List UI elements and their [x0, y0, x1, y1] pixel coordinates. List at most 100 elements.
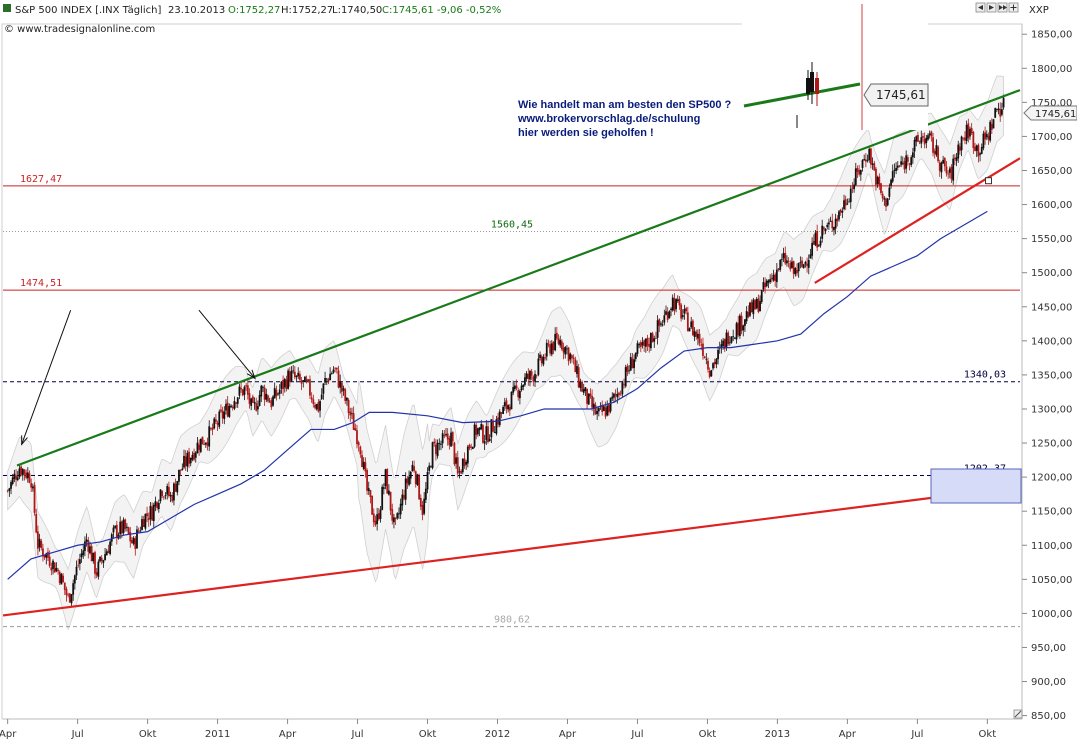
candle-body-340 [577, 367, 580, 388]
y-tick-label-17: 1000,00 [1031, 609, 1072, 620]
candle-body-243 [414, 471, 417, 485]
candle-body-22 [43, 554, 46, 558]
y-tick-label-12: 1250,00 [1031, 439, 1072, 450]
trendline-red-long [2, 485, 1021, 617]
candle-body-174 [298, 373, 301, 380]
candle-body-180 [309, 379, 311, 396]
candle-body-302 [513, 385, 516, 390]
candle-body-127 [220, 409, 222, 412]
candle-body-565 [955, 157, 958, 161]
candle-body-198 [339, 381, 342, 388]
pan-icon[interactable] [1008, 2, 1019, 13]
candle-body-519 [878, 176, 881, 186]
candle-body-405 [686, 312, 689, 332]
moving-average [7, 210, 988, 580]
candle-body-69 [122, 519, 125, 533]
candle-body-245 [418, 475, 421, 500]
candle-body-549 [928, 133, 931, 136]
candle-body-457 [774, 274, 777, 281]
candle-body-200 [342, 388, 345, 391]
candle-body-373 [633, 359, 635, 369]
candle-body-363 [616, 393, 619, 398]
candle-body-147 [253, 401, 256, 404]
chevron-double-right-icon[interactable] [997, 2, 1008, 13]
candle-body-437 [740, 315, 743, 332]
annotation-text: Wie handelt man am besten den SP500 ? ww… [517, 99, 732, 139]
chevron-left-icon[interactable] [975, 2, 986, 13]
x-tick-label-14: Okt [979, 729, 997, 740]
candle-body-493 [834, 218, 837, 229]
candle-body-414 [702, 343, 704, 356]
candle-body-110 [191, 454, 194, 460]
candle-body-296 [503, 402, 506, 407]
candle-body-70 [124, 519, 127, 529]
candle-body-224 [382, 487, 385, 489]
last-price-tag: 1745,61 [1023, 105, 1077, 121]
candle-body-555 [938, 162, 941, 171]
candle-body-181 [310, 397, 313, 400]
candle-body-589 [995, 109, 998, 110]
candle-body-95 [166, 486, 169, 495]
header-low: L:1740,50 [332, 5, 382, 16]
scroll-corner-icon[interactable] [1013, 709, 1023, 719]
x-tick-label-8: Apr [559, 729, 577, 740]
candle-body-149 [257, 406, 259, 410]
candle-body-536 [906, 157, 909, 162]
candle-body-189 [324, 378, 326, 383]
y-tick-label-18: 950,00 [1031, 643, 1066, 654]
candle-body-219 [374, 520, 377, 525]
candle-body-265 [451, 431, 454, 442]
candle-body-507 [858, 169, 861, 175]
candle-body-45 [82, 550, 85, 556]
candle-body-185 [317, 402, 320, 412]
annotation-line-2: www.brokervorschlag.de/schulung [517, 113, 700, 125]
candle-body-435 [737, 322, 740, 336]
candle-body-394 [668, 311, 671, 319]
candle-body-393 [666, 311, 669, 320]
x-tick-label-9: Jul [630, 729, 643, 740]
inset-candles [796, 62, 819, 128]
candle-body-108 [188, 451, 190, 464]
candle-body-439 [744, 319, 746, 326]
candle-body-366 [621, 382, 624, 395]
candle-body-54 [97, 561, 100, 577]
candle-body-365 [619, 394, 622, 396]
candle-body-344 [584, 387, 587, 391]
candle-body-231 [394, 517, 397, 520]
candle-body-478 [809, 254, 812, 259]
candle-body-182 [312, 399, 315, 404]
candle-body-432 [732, 336, 735, 337]
candle-body-569 [962, 137, 965, 139]
candle-body-46 [84, 541, 86, 551]
candle-body-162 [278, 389, 281, 394]
candle-body-145 [250, 398, 253, 406]
candle-body-521 [881, 193, 884, 199]
candle-body-370 [628, 370, 630, 372]
x-tick-label-7: 2012 [485, 729, 510, 740]
candle-body-526 [890, 179, 892, 186]
candle-body-412 [698, 333, 701, 344]
candle-body-165 [283, 379, 286, 388]
candle-body-111 [193, 452, 195, 460]
candle-body-179 [307, 379, 310, 381]
candle-body-107 [186, 452, 189, 467]
arrow-shaft-0 [21, 310, 72, 445]
y-tick-label-13: 1200,00 [1031, 473, 1072, 484]
candle-body-207 [354, 428, 357, 431]
candle-body-227 [388, 490, 390, 495]
candle-body-40 [73, 575, 76, 584]
candle-body-473 [801, 260, 803, 267]
candle-body-266 [453, 442, 456, 465]
candle-body-575 [972, 131, 975, 149]
candle-body-410 [695, 331, 698, 337]
candle-body-154 [265, 393, 268, 400]
header-high: H:1752,27 [281, 5, 333, 16]
x-tick-label-3: 2011 [205, 729, 230, 740]
candle-body-171 [293, 371, 296, 378]
chevron-right-icon[interactable] [986, 2, 997, 13]
candle-body-388 [658, 319, 661, 326]
candle-body-240 [409, 472, 412, 479]
candle-body-76 [134, 538, 137, 549]
candle-body-547 [925, 137, 928, 143]
header-instrument: S&P 500 INDEX [.INX Täglich] [15, 5, 161, 16]
